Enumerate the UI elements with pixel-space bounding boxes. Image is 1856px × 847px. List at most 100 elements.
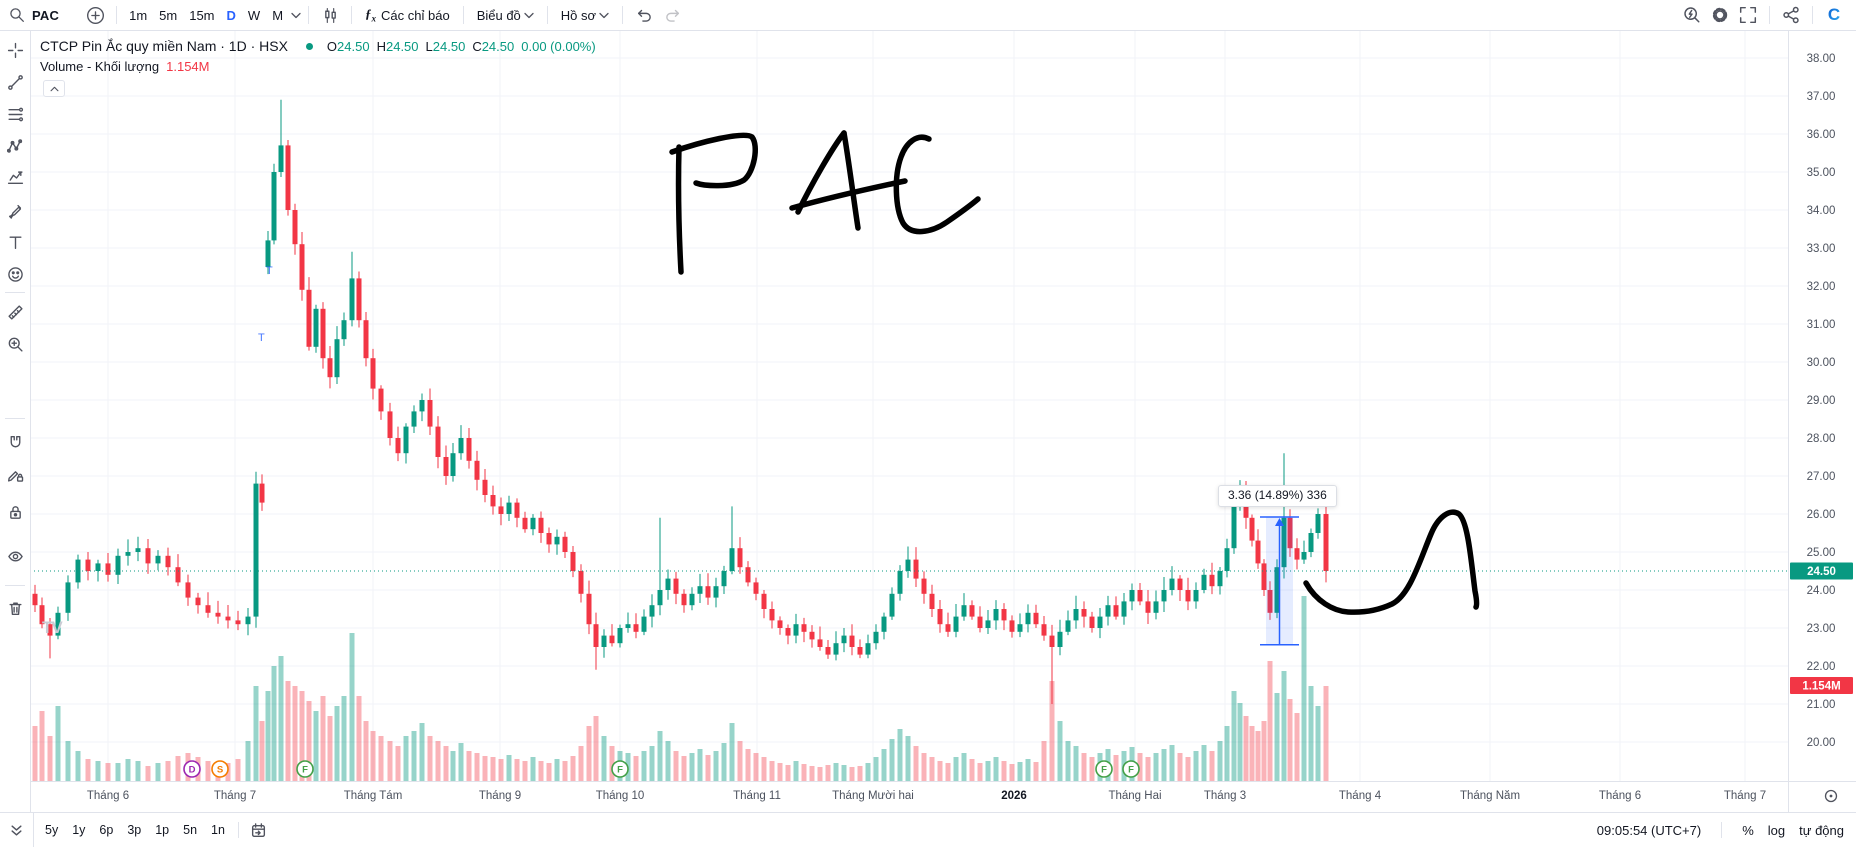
brush-icon[interactable] (2, 197, 28, 223)
x-axis-month-label[interactable]: Tháng 3 (1204, 790, 1246, 802)
remove-all-icon[interactable] (2, 595, 28, 621)
candle (1017, 624, 1023, 632)
emoji-icon[interactable] (2, 261, 28, 287)
measure-arrow-icon (1275, 518, 1284, 527)
volume-bar (1315, 706, 1321, 781)
x-axis-month-label[interactable]: Tháng Năm (1460, 790, 1520, 802)
volume-bar (578, 746, 584, 781)
auto-scale-toggle[interactable]: tự động (1799, 822, 1844, 838)
undo-icon[interactable] (630, 2, 658, 28)
candle (865, 643, 871, 655)
crosshair-icon[interactable] (2, 37, 28, 63)
timeline-event-marker[interactable] (296, 760, 314, 778)
range-button-3p[interactable]: 3p (127, 823, 142, 837)
clock[interactable]: 09:05:54 (UTC+7) (1596, 822, 1702, 838)
ruler-icon[interactable] (2, 299, 28, 325)
timeline-event-marker[interactable] (211, 760, 229, 778)
range-button-6p[interactable]: 6p (99, 823, 114, 837)
timeline-event-marker[interactable] (611, 760, 629, 778)
symbol-search-icon[interactable] (8, 2, 26, 28)
stray-text-mark[interactable]: T (258, 332, 265, 344)
interval-button-W[interactable]: W (247, 7, 261, 23)
fib-retracement-icon[interactable] (2, 101, 28, 127)
candle (1201, 574, 1207, 590)
x-axis-month-label[interactable]: Tháng 10 (596, 790, 645, 802)
volume-bar (395, 746, 401, 781)
long-position-icon[interactable] (2, 165, 28, 191)
x-axis-month-label[interactable]: Tháng 7 (1724, 790, 1766, 802)
settings-gear-icon[interactable] (1706, 2, 1734, 28)
range-button-1n[interactable]: 1n (211, 823, 225, 837)
volume-bar (833, 763, 839, 781)
hand-drawing[interactable] (841, 130, 861, 231)
x-axis-month-label[interactable]: Tháng 6 (87, 790, 129, 802)
interval-button-M[interactable]: M (272, 7, 284, 23)
quick-search-icon[interactable] (1678, 2, 1706, 28)
x-axis-month-label[interactable]: Tháng Mười hai (832, 790, 914, 802)
x-axis-month-label[interactable]: Tháng 7 (214, 790, 256, 802)
volume-bar (514, 759, 520, 781)
volume-bar (1137, 753, 1143, 781)
go-to-date-icon[interactable] (245, 817, 273, 843)
xabcd-pattern-icon[interactable] (2, 133, 28, 159)
range-button-1p[interactable]: 1p (155, 823, 170, 837)
timeline-event-marker[interactable] (1122, 760, 1140, 778)
hand-drawing[interactable] (675, 144, 684, 275)
lock-all-icon[interactable] (2, 499, 28, 525)
candle (306, 289, 312, 347)
x-axis-month-label[interactable]: Tháng 4 (1339, 790, 1382, 802)
candles-style-icon[interactable] (316, 2, 344, 28)
interval-button-1m[interactable]: 1m (129, 7, 148, 23)
log-scale-toggle[interactable]: log (1767, 822, 1786, 838)
collapse-panel-double-chevron-icon[interactable] (0, 824, 33, 837)
volume-bar (993, 757, 999, 781)
fullscreen-icon[interactable] (1734, 2, 1762, 28)
trend-line-icon[interactable] (2, 69, 28, 95)
volume-axis-tag[interactable] (1790, 677, 1853, 694)
add-symbol-icon[interactable] (81, 2, 109, 28)
profile-button[interactable]: Hồ sơ (555, 2, 615, 28)
candle (633, 624, 639, 632)
axis-settings-icon[interactable] (1824, 789, 1838, 803)
zoom-in-icon[interactable] (2, 331, 28, 357)
candle (857, 647, 863, 655)
legend-collapse-button[interactable] (43, 80, 65, 97)
layout-button[interactable]: Biểu đồ (471, 2, 540, 28)
range-button-5n[interactable]: 5n (183, 823, 198, 837)
symbol-name[interactable]: PAC (32, 7, 60, 23)
x-axis-month-label[interactable]: Tháng 11 (733, 790, 781, 802)
candle (427, 400, 433, 427)
text-icon[interactable] (2, 229, 28, 255)
current-price-tag[interactable] (1790, 562, 1853, 580)
draw-lock-icon[interactable] (2, 461, 28, 487)
share-icon[interactable] (1777, 2, 1805, 28)
x-axis-month-label[interactable]: Tháng 9 (479, 790, 521, 802)
app-logo-c[interactable]: C (1820, 2, 1848, 28)
hand-drawing[interactable] (789, 178, 908, 211)
hand-drawing[interactable] (669, 132, 758, 189)
volume-indicator-label[interactable]: Volume - Khối lượng (40, 59, 160, 74)
x-axis-month-label[interactable]: Tháng 6 (1599, 790, 1641, 802)
magnet-icon[interactable] (2, 429, 28, 455)
timeline-event-marker[interactable] (1095, 760, 1113, 778)
x-axis-month-label[interactable]: Tháng Hai (1108, 790, 1161, 802)
redo-icon[interactable] (658, 2, 686, 28)
range-button-5y[interactable]: 5y (45, 823, 59, 837)
interval-button-15m[interactable]: 15m (189, 7, 215, 23)
interval-button-D[interactable]: D (226, 7, 236, 23)
percent-scale-toggle[interactable]: % (1742, 822, 1754, 838)
interval-chevron-down-icon[interactable] (291, 12, 301, 19)
hand-drawing[interactable] (1303, 509, 1480, 615)
symbol-title[interactable]: CTCP Pin Ắc quy miền Nam · 1D · HSX (40, 38, 288, 54)
indicators-button[interactable]: ƒx Các chỉ báo (365, 6, 450, 24)
interval-button-5m[interactable]: 5m (159, 7, 178, 23)
hide-all-icon[interactable] (2, 543, 28, 569)
volume-bar (657, 731, 663, 781)
timeline-event-marker[interactable] (183, 760, 201, 778)
range-button-1y[interactable]: 1y (72, 823, 86, 837)
stray-text-mark[interactable]: T (266, 265, 273, 277)
x-axis-month-label[interactable]: Tháng Tám (344, 790, 403, 802)
x-axis-month-label[interactable]: 2026 (1001, 790, 1027, 802)
hand-drawing[interactable] (893, 134, 981, 235)
